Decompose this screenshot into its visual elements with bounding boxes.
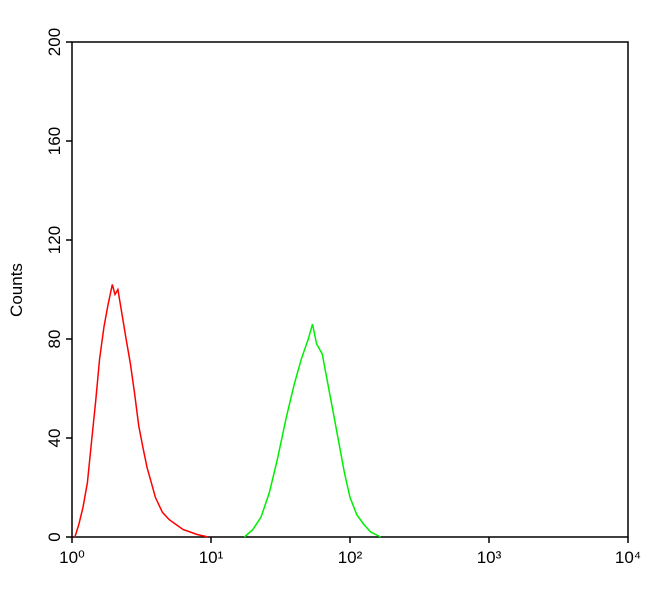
y-tick-label: 0 [45, 532, 64, 541]
x-tick-label: 10⁰ [59, 548, 85, 567]
y-tick-label: 120 [45, 226, 64, 254]
histogram-line [243, 323, 381, 538]
y-tick-label: 200 [45, 28, 64, 56]
y-tick-label: 40 [45, 429, 64, 448]
x-tick-label: 10³ [477, 548, 502, 567]
x-tick-label: 10¹ [199, 548, 224, 567]
x-tick-label: 10⁴ [615, 548, 641, 567]
histogram-line [74, 284, 209, 538]
y-axis-label: Counts [7, 263, 26, 317]
x-tick-label: 10² [338, 548, 363, 567]
y-tick-label: 80 [45, 330, 64, 349]
plot-frame [71, 41, 629, 538]
y-tick-label: 160 [45, 127, 64, 155]
